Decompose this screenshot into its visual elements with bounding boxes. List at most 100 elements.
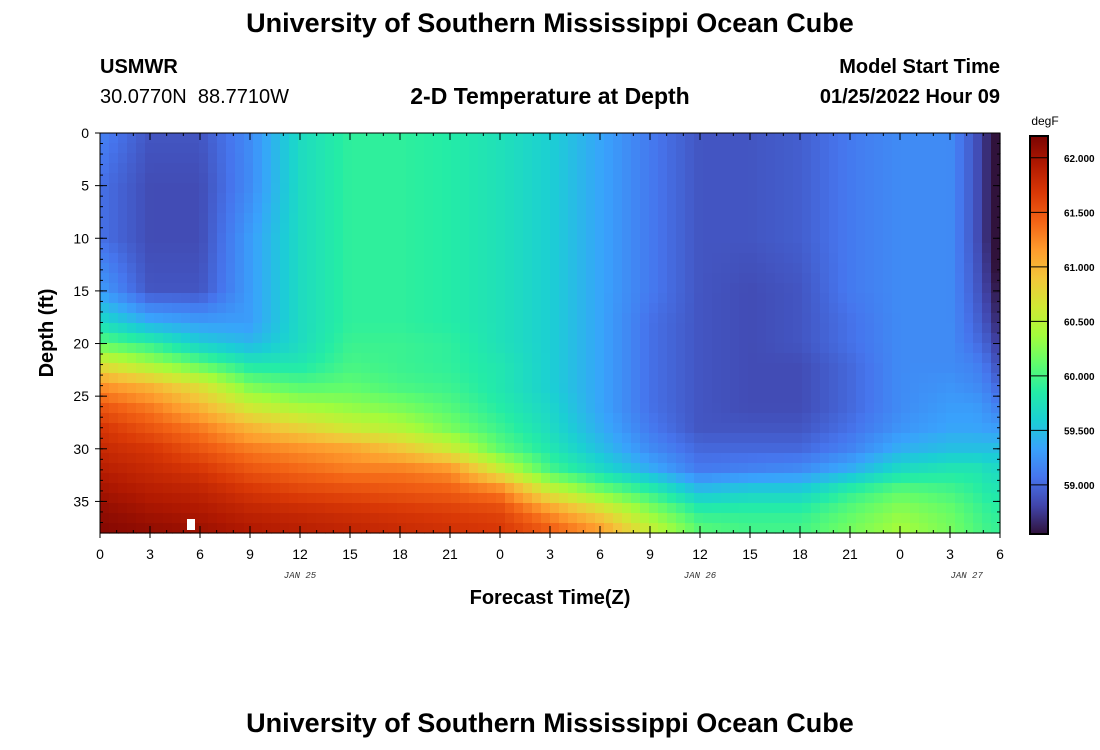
heatmap-cell — [883, 463, 893, 474]
heatmap-cell — [640, 333, 650, 344]
heatmap-cell — [604, 433, 614, 444]
heatmap-cell — [361, 193, 371, 204]
heatmap-cell — [235, 443, 245, 454]
heatmap-cell — [793, 373, 803, 384]
heatmap-cell — [316, 323, 326, 334]
heatmap-cell — [541, 293, 551, 304]
heatmap-cell — [433, 243, 443, 254]
heatmap-cell — [280, 443, 290, 454]
heatmap-cell — [217, 343, 227, 354]
heatmap-cell — [685, 223, 695, 234]
heatmap-cell — [802, 433, 812, 444]
heatmap-cell — [118, 203, 128, 214]
heatmap-cell — [847, 483, 857, 494]
heatmap-cell — [910, 363, 920, 374]
heatmap-cell — [721, 153, 731, 164]
heatmap-cell — [622, 373, 632, 384]
heatmap-cell — [631, 423, 641, 434]
heatmap-cell — [460, 313, 470, 324]
heatmap-cell — [424, 383, 434, 394]
heatmap-cell — [712, 353, 722, 364]
heatmap-cell — [523, 193, 533, 204]
heatmap-cell — [577, 323, 587, 334]
heatmap-cell — [154, 523, 164, 534]
heatmap-cell — [568, 363, 578, 374]
heatmap-cell — [352, 363, 362, 374]
heatmap-cell — [316, 133, 326, 144]
heatmap-cell — [946, 413, 956, 424]
heatmap-cell — [973, 243, 983, 254]
heatmap-cell — [460, 323, 470, 334]
heatmap-cell — [172, 353, 182, 364]
heatmap-cell — [379, 413, 389, 424]
page-title: University of Southern Mississippi Ocean… — [246, 8, 854, 38]
heatmap-cell — [388, 313, 398, 324]
heatmap-cell — [361, 323, 371, 334]
heatmap-cell — [901, 133, 911, 144]
heatmap-cell — [793, 343, 803, 354]
heatmap-cell — [595, 513, 605, 524]
heatmap-cell — [595, 293, 605, 304]
heatmap-cell — [595, 153, 605, 164]
heatmap-cell — [541, 473, 551, 484]
heatmap-cell — [397, 353, 407, 364]
heatmap-cell — [271, 373, 281, 384]
heatmap-cell — [316, 213, 326, 224]
heatmap-cell — [955, 303, 965, 314]
heatmap-cell — [631, 513, 641, 524]
heatmap-cell — [298, 243, 308, 254]
heatmap-cell — [109, 233, 119, 244]
heatmap-cell — [757, 473, 767, 484]
heatmap-cell — [325, 183, 335, 194]
heatmap-cell — [982, 263, 992, 274]
heatmap-cell — [739, 243, 749, 254]
heatmap-cell — [703, 133, 713, 144]
heatmap-cell — [991, 323, 1001, 334]
heatmap-cell — [424, 253, 434, 264]
heatmap-cell — [838, 183, 848, 194]
heatmap-cell — [289, 183, 299, 194]
heatmap-cell — [424, 233, 434, 244]
heatmap-cell — [505, 253, 515, 264]
heatmap-cell — [442, 343, 452, 354]
heatmap-cell — [676, 133, 686, 144]
heatmap-cell — [496, 173, 506, 184]
heatmap-cell — [388, 293, 398, 304]
heatmap-cell — [424, 453, 434, 464]
heatmap-cell — [145, 473, 155, 484]
heatmap-cell — [334, 243, 344, 254]
heatmap-cell — [379, 303, 389, 314]
heatmap-cell — [703, 353, 713, 364]
heatmap-cell — [730, 243, 740, 254]
heatmap-cell — [973, 463, 983, 474]
heatmap-cell — [820, 463, 830, 474]
heatmap-cell — [199, 403, 209, 414]
heatmap-cell — [460, 413, 470, 424]
heatmap-cell — [262, 193, 272, 204]
heatmap-cell — [514, 403, 524, 414]
heatmap-cell — [829, 383, 839, 394]
heatmap-cell — [991, 273, 1001, 284]
heatmap-cell — [676, 323, 686, 334]
heatmap-cell — [757, 443, 767, 454]
heatmap-cell — [298, 483, 308, 494]
heatmap-cell — [172, 513, 182, 524]
heatmap-cell — [244, 493, 254, 504]
heatmap-cell — [982, 203, 992, 214]
heatmap-cell — [271, 393, 281, 404]
heatmap-cell — [541, 463, 551, 474]
heatmap-cell — [181, 153, 191, 164]
heatmap-cell — [199, 363, 209, 374]
heatmap-cell — [307, 503, 317, 514]
heatmap-cell — [748, 163, 758, 174]
heatmap-cell — [928, 253, 938, 264]
heatmap-cell — [739, 283, 749, 294]
heatmap-cell — [253, 363, 263, 374]
heatmap-cell — [325, 353, 335, 364]
heatmap-cell — [577, 153, 587, 164]
heatmap-cell — [928, 343, 938, 354]
heatmap-cell — [955, 403, 965, 414]
heatmap-cell — [460, 443, 470, 454]
heatmap-cell — [181, 133, 191, 144]
heatmap-cell — [397, 253, 407, 264]
